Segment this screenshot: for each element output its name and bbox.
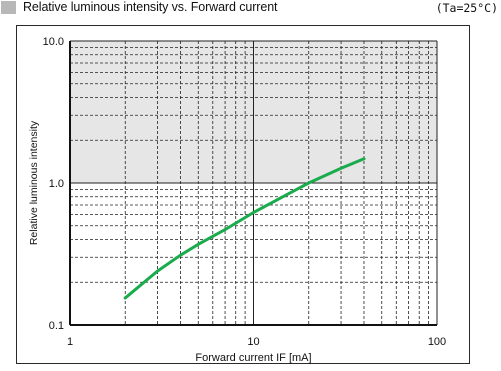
y-tick-label: 1.0 (49, 178, 64, 190)
y-axis-label: Relative luminous intensity (28, 120, 40, 245)
chart-header: Relative luminous intensity vs. Forward … (0, 0, 501, 16)
series-layer (123, 157, 366, 300)
x-tick-label: 10 (247, 336, 259, 348)
tick-labels: 1 10 100 0.1 1.0 10.0 (43, 36, 447, 348)
y-tick-label: 0.1 (49, 320, 64, 332)
chart-title: Relative luminous intensity vs. Forward … (23, 0, 278, 14)
grid-layer (69, 40, 438, 326)
x-tick-label: 1 (67, 336, 73, 348)
x-tick-label: 100 (428, 336, 446, 348)
axes-layer (69, 41, 437, 326)
x-axis-label: Forward current IF [mA] (195, 352, 311, 364)
header-marker-square (1, 1, 16, 14)
series-line (123, 157, 366, 300)
chart-condition-label: (Ta=25°C) (435, 1, 498, 15)
y-tick-label: 10.0 (43, 36, 64, 48)
